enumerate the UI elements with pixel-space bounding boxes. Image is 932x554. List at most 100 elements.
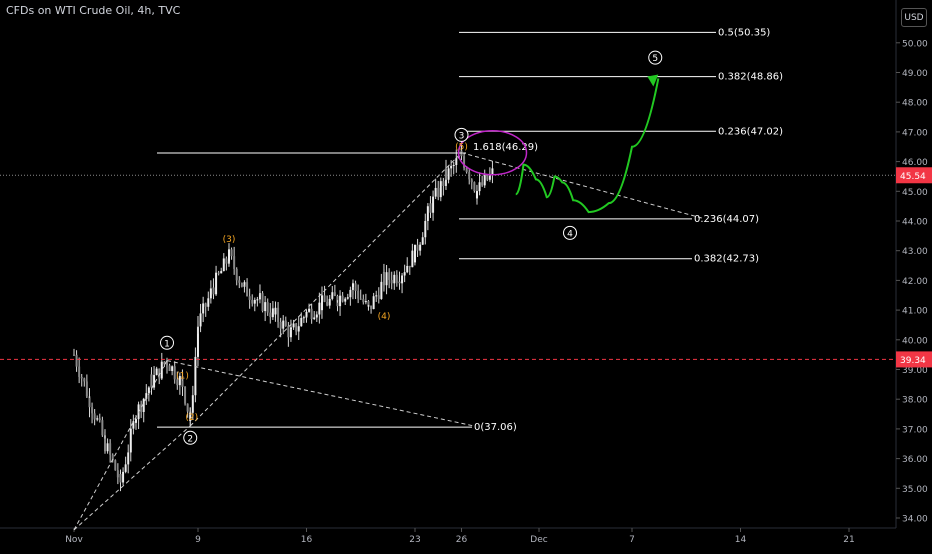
candle-body xyxy=(429,203,432,213)
candle-body xyxy=(184,386,187,404)
wave-label-circle xyxy=(183,430,198,445)
candle-body xyxy=(432,196,435,213)
candle-body xyxy=(101,420,104,436)
wave-label: (5) xyxy=(455,143,468,153)
candle-body xyxy=(225,258,228,264)
y-tick-label: 50.00 xyxy=(902,39,928,49)
candle-body xyxy=(302,317,305,319)
candle-body xyxy=(478,182,481,192)
candle-body xyxy=(189,412,192,421)
candle-body xyxy=(370,305,373,310)
candle-body xyxy=(78,366,81,377)
candle-body xyxy=(73,354,75,356)
wave-label: 2 xyxy=(187,434,193,444)
fib-level-label: 0.382(48.86) xyxy=(718,72,783,83)
candle-body xyxy=(202,303,205,314)
fib-level-label: 0(37.06) xyxy=(474,422,517,433)
wave-2-trendline xyxy=(73,425,191,531)
candle-body xyxy=(465,167,468,173)
candle-body xyxy=(222,258,225,272)
candle-body xyxy=(238,280,241,283)
candle-body xyxy=(357,290,360,299)
candle-body xyxy=(199,313,202,327)
x-tick-label: 7 xyxy=(629,535,635,545)
candle-body xyxy=(481,182,484,186)
candle-body xyxy=(333,292,336,296)
candle-body xyxy=(228,249,230,262)
candle-body xyxy=(176,379,179,386)
candle-body xyxy=(419,244,422,251)
wave-1-retrace-line xyxy=(166,360,475,427)
candle-body xyxy=(364,301,367,303)
candle-body xyxy=(186,403,189,412)
current-price-tag xyxy=(896,167,932,184)
candle-body xyxy=(106,443,109,452)
candle-body xyxy=(354,283,357,291)
candle-body xyxy=(421,237,424,245)
wave-3-retrace-line xyxy=(461,152,702,219)
y-tick-label: 39.00 xyxy=(902,366,928,376)
candle-body xyxy=(153,375,156,388)
candle-body xyxy=(207,298,210,307)
candle-body xyxy=(452,165,455,167)
candle-body xyxy=(124,464,127,472)
candle-body xyxy=(426,206,429,221)
candle-body xyxy=(336,295,339,303)
y-tick-label: 45.00 xyxy=(902,188,928,198)
candle-body xyxy=(395,274,398,283)
candle-body xyxy=(233,256,236,269)
highlight-ellipse xyxy=(457,129,528,176)
candle-body xyxy=(163,361,166,365)
candle-body xyxy=(150,374,153,388)
projection-arrowhead xyxy=(647,74,659,87)
candle-body xyxy=(129,428,132,453)
y-tick-label: 46.00 xyxy=(902,158,928,168)
candle-body xyxy=(88,397,91,408)
wave-label: (1) xyxy=(176,371,189,381)
candle-body xyxy=(321,295,323,311)
candle-body xyxy=(328,298,331,306)
candle-body xyxy=(308,308,311,312)
candle-body xyxy=(367,301,370,306)
fib-level-label: 0.236(47.02) xyxy=(718,126,783,137)
x-tick-label: 23 xyxy=(409,535,420,545)
support-level-tag xyxy=(896,351,932,368)
y-tick-label: 41.00 xyxy=(902,307,928,317)
candle-body xyxy=(251,299,254,304)
candle-body xyxy=(191,395,194,413)
candle-body xyxy=(109,443,112,455)
candle-body xyxy=(390,279,393,284)
candle-body xyxy=(300,318,303,327)
candle-body xyxy=(132,421,135,429)
candle-body xyxy=(91,407,94,414)
candle-body xyxy=(450,165,453,169)
wave-label: 5 xyxy=(652,54,658,64)
candle-body xyxy=(372,296,375,310)
candle-body xyxy=(178,376,181,386)
candle-body xyxy=(215,272,218,295)
fib-level-label: 1.618(46.29) xyxy=(473,142,538,153)
candle-body xyxy=(246,282,249,297)
candle-body xyxy=(468,172,471,180)
candle-body xyxy=(284,320,287,326)
x-tick-label: 16 xyxy=(301,535,313,545)
candle-body xyxy=(473,182,476,191)
candle-body xyxy=(271,308,274,318)
y-tick-label: 43.00 xyxy=(902,247,928,257)
currency-button[interactable]: USD xyxy=(901,8,927,27)
candle-body xyxy=(408,265,411,268)
candle-body xyxy=(194,356,197,396)
candle-body xyxy=(315,314,318,318)
candle-body xyxy=(230,249,233,257)
wave-label-circle xyxy=(648,50,663,65)
chart-title: CFDs on WTI Crude Oil, 4h, TVC xyxy=(6,4,181,17)
candle-body xyxy=(375,295,378,297)
candle-body xyxy=(445,168,447,180)
candle-body xyxy=(323,295,326,302)
candle-body xyxy=(261,293,264,312)
candle-body xyxy=(380,281,383,299)
candle-body xyxy=(442,181,445,186)
candle-body xyxy=(377,295,380,299)
wave-label-circle xyxy=(563,225,577,240)
candle-body xyxy=(463,156,466,168)
